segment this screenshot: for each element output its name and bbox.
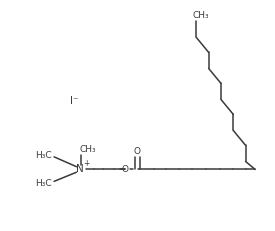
Text: H₃C: H₃C [35,179,51,188]
Text: N: N [76,164,84,174]
Text: CH₃: CH₃ [192,11,209,20]
Text: H₃C: H₃C [35,151,51,160]
Text: O: O [134,147,141,156]
Text: I⁻: I⁻ [70,96,79,106]
Text: CH₃: CH₃ [80,146,97,155]
Text: +: + [84,159,90,168]
Text: O: O [122,165,129,174]
